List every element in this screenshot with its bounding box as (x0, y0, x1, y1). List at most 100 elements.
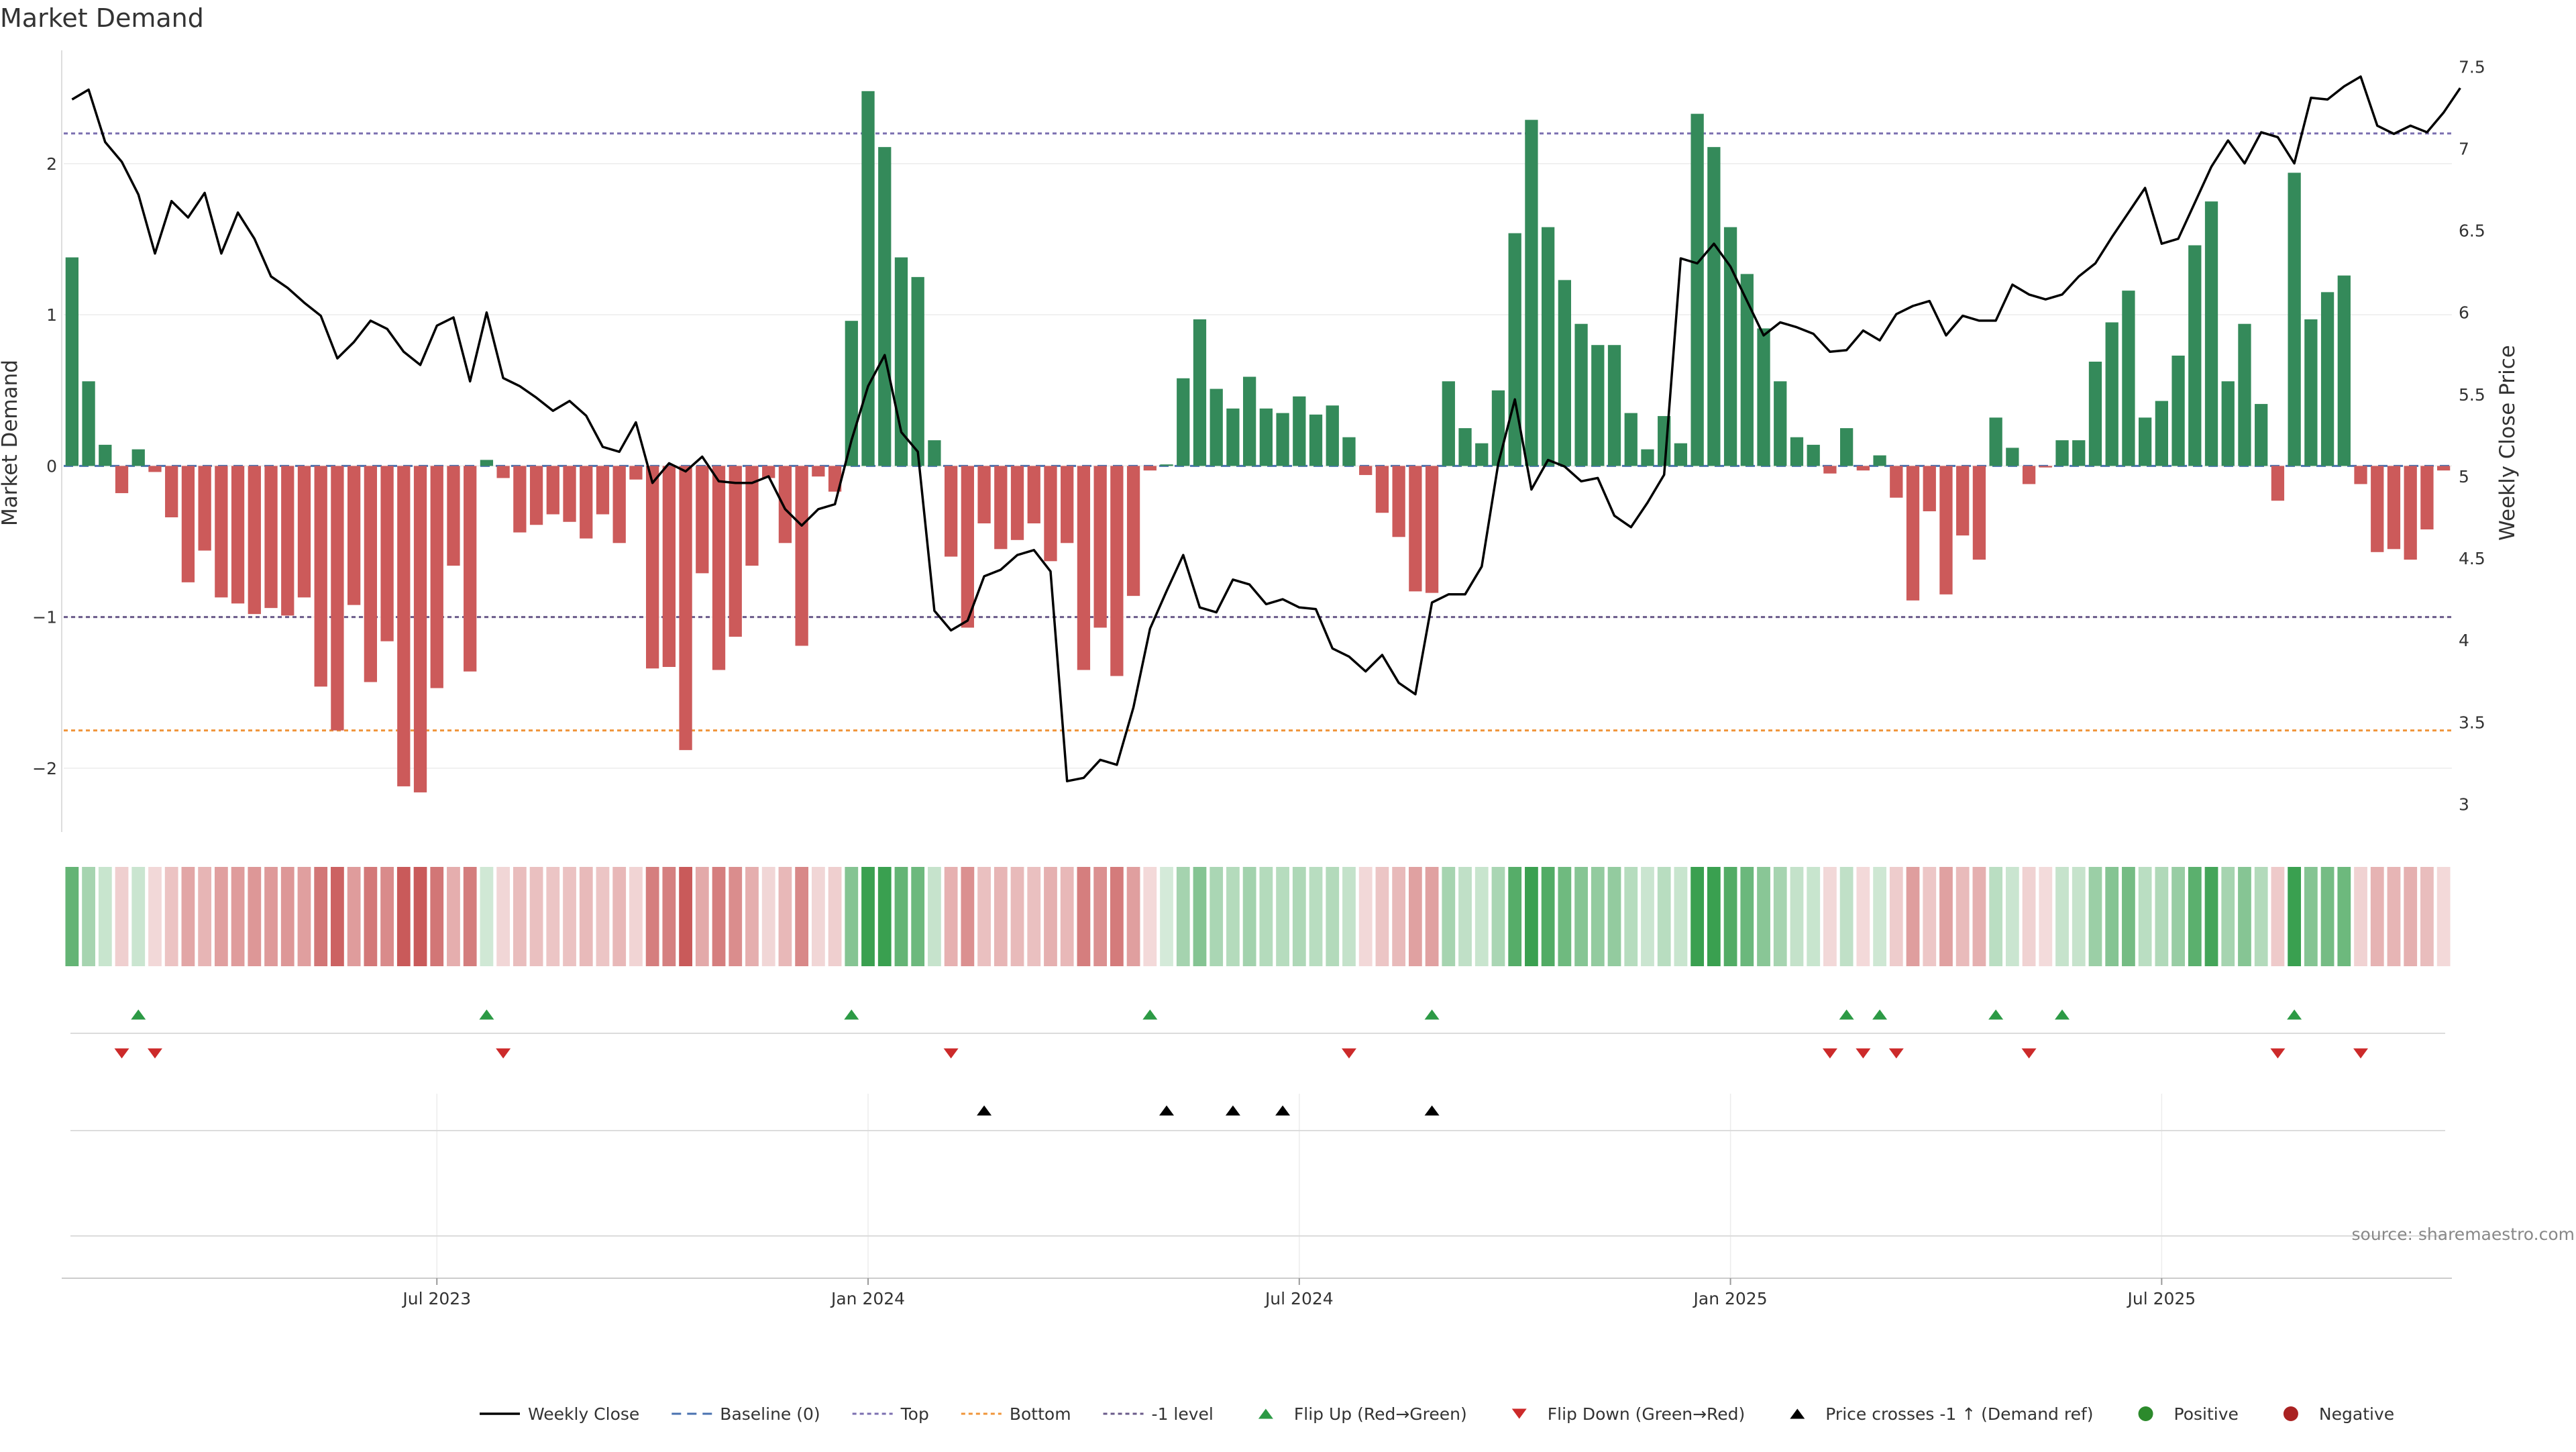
heat-cell (1574, 867, 1588, 966)
heat-cell (662, 867, 676, 966)
demand-bar-positive (2204, 201, 2218, 466)
heat-cell (98, 867, 112, 966)
heat-cell (1807, 867, 1821, 966)
heat-cell (248, 867, 262, 966)
flip-down-marker (2021, 1048, 2037, 1059)
demand-bar-negative (181, 466, 195, 582)
heat-cell (1110, 867, 1124, 966)
legend-label: Flip Up (Red→Green) (1294, 1404, 1467, 1424)
demand-bar-positive (1442, 381, 1455, 466)
heat-cell (1674, 867, 1688, 966)
demand-bar-negative (762, 466, 775, 478)
demand-bar-positive (2088, 362, 2102, 466)
heat-cell (1856, 867, 1870, 966)
heat-cell (1276, 867, 1289, 966)
demand-bar-negative (563, 466, 576, 522)
demand-bar-negative (977, 466, 991, 524)
demand-bar-positive (1607, 345, 1621, 466)
demand-bar-negative (364, 466, 378, 682)
heat-cell (1906, 867, 1920, 966)
demand-bar-negative (464, 466, 477, 672)
heat-cell (861, 867, 875, 966)
heat-cell (1690, 867, 1705, 966)
price-cross-marker (1225, 1105, 1240, 1116)
heat-cell (2271, 867, 2285, 966)
heat-cell (961, 867, 975, 966)
y-axis-right-label: Weekly Close Price (2496, 345, 2520, 541)
heat-cell (1607, 867, 1621, 966)
heat-cell (1972, 867, 1986, 966)
demand-bar-negative (231, 466, 245, 604)
heat-cell (1077, 867, 1091, 966)
demand-bar-positive (2138, 417, 2152, 466)
demand-bar-negative (496, 466, 510, 478)
demand-bar-negative (447, 466, 460, 566)
heat-cell (894, 867, 908, 966)
flip-up-marker (844, 1009, 859, 1020)
y-tick-right-label: 6.5 (2459, 221, 2485, 241)
demand-bar-positive (2155, 401, 2169, 466)
y-tick-right-label: 3.5 (2459, 713, 2485, 732)
demand-bar-negative (795, 466, 808, 646)
heat-cell (1408, 867, 1422, 966)
demand-bar-positive (2006, 448, 2019, 466)
heat-cell (2354, 867, 2367, 966)
flip-up-marker (1424, 1009, 1440, 1020)
flip-up-marker (1142, 1009, 1158, 1020)
price-cross-marker (977, 1105, 992, 1116)
heat-cell (115, 867, 129, 966)
heat-cell (181, 867, 195, 966)
legend-label: Baseline (0) (720, 1404, 820, 1424)
demand-bar-positive (2288, 172, 2301, 466)
flip-up-marker (479, 1009, 494, 1020)
demand-bar-negative (264, 466, 278, 609)
heat-cell (2288, 867, 2302, 966)
demand-bar-negative (2039, 466, 2052, 468)
demand-bar-negative (944, 466, 958, 557)
demand-bar-negative (679, 466, 692, 750)
demand-bar-negative (1027, 466, 1040, 524)
y-tick-right-label: 5 (2459, 467, 2469, 486)
heat-cell (331, 867, 344, 966)
heat-cell (447, 867, 460, 966)
demand-bar-negative (1093, 466, 1107, 628)
x-tick-label: Jul 2024 (1264, 1289, 1334, 1308)
demand-bar-negative (546, 466, 559, 515)
heat-cell (1342, 867, 1356, 966)
heat-cell (1474, 867, 1489, 966)
demand-bar-negative (2420, 466, 2434, 530)
flip-down-marker (1822, 1048, 1837, 1059)
heat-cell (380, 867, 394, 966)
heat-cell (2138, 867, 2152, 966)
demand-bar-positive (2255, 404, 2268, 466)
demand-bar-negative (1939, 466, 1953, 594)
demand-bar-negative (1126, 466, 1140, 597)
heat-cell (2155, 867, 2169, 966)
heat-cell (214, 867, 228, 966)
heat-cell (745, 867, 759, 966)
heat-cell (1591, 867, 1605, 966)
legend-item-negative: Negative (2283, 1404, 2394, 1424)
demand-bar-negative (696, 466, 709, 574)
demand-bar-negative (165, 466, 178, 517)
heat-cell (1923, 867, 1937, 966)
legend-item-baseline: Baseline (0) (672, 1404, 820, 1424)
flip-up-marker (131, 1009, 146, 1020)
demand-bar-negative (2354, 466, 2367, 484)
demand-bar-positive (1177, 378, 1190, 466)
legend-item-weekly_close: Weekly Close (480, 1404, 639, 1424)
demand-bar-negative (148, 466, 162, 472)
demand-bar-positive (861, 91, 875, 466)
demand-bar-negative (580, 466, 593, 539)
demand-bar-negative (961, 466, 975, 628)
demand-bar-negative (712, 466, 726, 670)
heat-cell (1839, 867, 1854, 966)
demand-bar-negative (314, 466, 327, 687)
flip-down-marker (496, 1048, 511, 1059)
heat-cell (1541, 867, 1555, 966)
demand-bar-positive (1226, 408, 1240, 466)
heat-cell (2254, 867, 2268, 966)
heat-cell (2055, 867, 2069, 966)
demand-bar-positive (2122, 291, 2135, 466)
